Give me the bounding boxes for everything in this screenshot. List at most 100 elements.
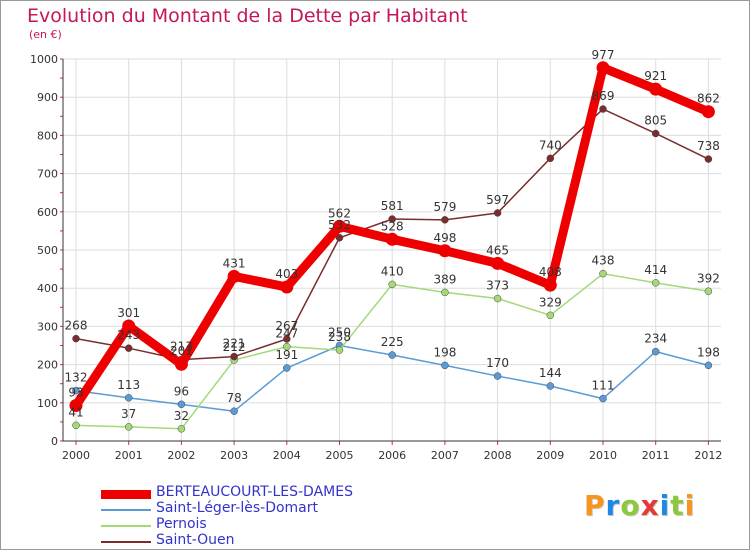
data-label: 498 bbox=[433, 231, 456, 245]
x-tick-label: 2001 bbox=[115, 449, 143, 462]
x-tick-label: 2009 bbox=[536, 449, 564, 462]
data-label: 410 bbox=[381, 264, 404, 278]
data-point-3 bbox=[651, 129, 660, 138]
data-point-1 bbox=[704, 361, 713, 370]
data-label: 212 bbox=[223, 340, 246, 354]
y-tick-label: 400 bbox=[37, 282, 58, 295]
data-point-2 bbox=[388, 280, 396, 289]
data-label: 144 bbox=[539, 366, 562, 380]
data-point-1 bbox=[651, 347, 660, 356]
data-point-0 bbox=[438, 244, 452, 258]
y-tick-label: 1000 bbox=[30, 53, 58, 66]
data-label: 238 bbox=[328, 330, 351, 344]
data-point-0 bbox=[280, 280, 294, 294]
data-label: 431 bbox=[223, 256, 246, 270]
data-label: 738 bbox=[697, 139, 720, 153]
y-tick-label: 500 bbox=[37, 244, 58, 257]
proxiti-logo: Proxiti bbox=[584, 489, 696, 522]
data-point-0 bbox=[174, 357, 188, 371]
data-point-3 bbox=[124, 344, 133, 352]
data-label: 111 bbox=[592, 379, 615, 393]
data-point-0 bbox=[69, 398, 83, 412]
data-point-3 bbox=[388, 215, 396, 223]
y-tick-label: 900 bbox=[37, 91, 58, 104]
data-point-2 bbox=[441, 288, 449, 297]
x-tick-label: 2010 bbox=[589, 449, 617, 462]
data-label: 191 bbox=[275, 348, 298, 362]
data-label: 225 bbox=[381, 335, 404, 349]
data-label: 247 bbox=[275, 327, 298, 341]
x-tick-label: 2007 bbox=[431, 449, 459, 462]
data-point-1 bbox=[546, 382, 555, 390]
data-label: 329 bbox=[539, 295, 562, 309]
data-point-1 bbox=[230, 407, 238, 415]
chart-subtitle: (en €) bbox=[29, 28, 62, 41]
data-label: 438 bbox=[592, 254, 615, 268]
data-point-0 bbox=[701, 105, 715, 119]
legend-swatch bbox=[101, 541, 151, 543]
data-point-1 bbox=[72, 386, 80, 395]
data-point-2 bbox=[72, 421, 80, 430]
data-label: 581 bbox=[381, 199, 404, 213]
legend-swatch bbox=[101, 489, 151, 499]
data-label: 221 bbox=[223, 337, 246, 351]
data-label: 250 bbox=[328, 326, 351, 340]
data-label: 37 bbox=[121, 407, 136, 421]
data-point-3 bbox=[230, 352, 238, 361]
x-tick-label: 2008 bbox=[484, 449, 512, 462]
data-point-0 bbox=[333, 219, 346, 233]
data-point-3 bbox=[599, 105, 607, 113]
data-point-2 bbox=[283, 342, 291, 351]
data-point-2 bbox=[704, 287, 713, 296]
data-point-0 bbox=[122, 319, 136, 333]
data-point-3 bbox=[335, 234, 344, 242]
data-label: 243 bbox=[117, 328, 140, 342]
y-tick-label: 800 bbox=[37, 129, 58, 142]
y-tick-label: 300 bbox=[37, 320, 58, 333]
data-label: 403 bbox=[275, 267, 298, 281]
data-point-1 bbox=[441, 361, 449, 370]
y-tick-label: 200 bbox=[37, 359, 58, 372]
data-label: 562 bbox=[328, 206, 351, 220]
x-tick-label: 2005 bbox=[326, 449, 354, 462]
data-point-2 bbox=[124, 423, 133, 431]
legend-label: Saint-Ouen bbox=[156, 532, 235, 548]
y-tick-label: 600 bbox=[37, 206, 58, 219]
data-label: 805 bbox=[644, 113, 667, 127]
data-point-1 bbox=[124, 394, 133, 402]
data-label: 32 bbox=[174, 409, 189, 423]
data-point-3 bbox=[493, 209, 502, 217]
legend-label: Saint-Léger-lès-Domart bbox=[156, 500, 319, 516]
data-point-3 bbox=[441, 216, 449, 224]
data-label: 869 bbox=[592, 89, 615, 103]
data-point-3 bbox=[72, 334, 80, 343]
data-label: 41 bbox=[68, 405, 83, 419]
legend-label: BERTEAUCOURT-LES-DAMES bbox=[156, 484, 353, 500]
data-label: 532 bbox=[328, 218, 351, 232]
x-tick-label: 2006 bbox=[378, 449, 406, 462]
data-point-2 bbox=[599, 269, 607, 278]
data-point-0 bbox=[227, 269, 241, 283]
data-label: 96 bbox=[174, 384, 189, 398]
data-point-0 bbox=[543, 278, 557, 292]
data-point-3 bbox=[283, 335, 291, 343]
legend-label: Pernois bbox=[156, 516, 207, 532]
data-label: 528 bbox=[381, 219, 404, 233]
x-tick-label: 2002 bbox=[167, 449, 195, 462]
data-point-0 bbox=[491, 256, 505, 270]
data-label: 597 bbox=[486, 193, 509, 207]
data-label: 78 bbox=[226, 391, 241, 405]
data-label: 170 bbox=[486, 356, 509, 370]
data-point-1 bbox=[599, 394, 607, 403]
data-point-0 bbox=[385, 232, 399, 246]
data-label: 579 bbox=[433, 200, 456, 214]
x-tick-label: 2003 bbox=[220, 449, 248, 462]
data-label: 977 bbox=[592, 48, 615, 62]
data-label: 198 bbox=[697, 345, 720, 359]
data-point-0 bbox=[649, 82, 663, 96]
y-tick-label: 0 bbox=[51, 435, 58, 448]
y-tick-label: 700 bbox=[37, 168, 58, 181]
x-tick-label: 2011 bbox=[642, 449, 670, 462]
data-label: 921 bbox=[644, 69, 667, 83]
